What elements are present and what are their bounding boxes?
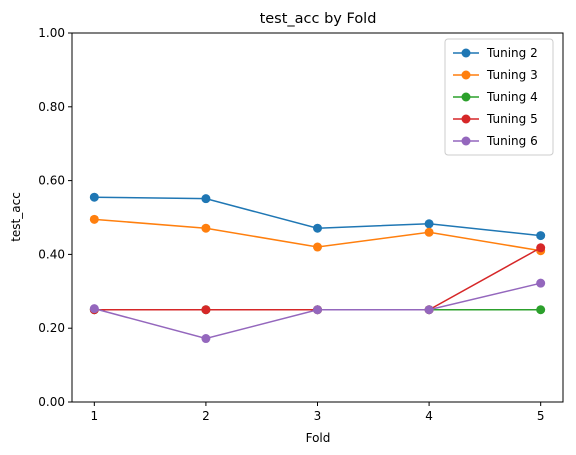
- series-tuning-6: [89, 278, 546, 344]
- legend-label: Tuning 4: [486, 90, 538, 104]
- data-point: [424, 305, 434, 315]
- series-layer: [89, 192, 546, 344]
- series-tuning-3: [89, 214, 546, 256]
- data-point: [536, 243, 546, 253]
- legend-label: Tuning 5: [486, 112, 538, 126]
- data-point: [201, 223, 211, 233]
- legend-item: Tuning 2: [453, 46, 538, 60]
- data-point: [424, 219, 434, 229]
- legend-marker: [461, 136, 471, 146]
- y-tick-label: 0.60: [38, 174, 65, 188]
- data-point: [313, 223, 322, 233]
- x-tick-label: 5: [537, 409, 545, 423]
- y-axis: 0.00 0.20 0.40 0.60 0.80 1.00: [38, 26, 72, 409]
- legend-item: Tuning 6: [453, 134, 538, 148]
- x-tick-label: 4: [425, 409, 433, 423]
- legend-marker: [461, 48, 471, 58]
- series-tuning-2: [89, 192, 546, 241]
- legend-item: Tuning 5: [453, 112, 538, 126]
- data-point: [201, 194, 211, 204]
- legend-marker: [461, 92, 471, 102]
- data-point: [536, 305, 546, 315]
- x-tick-label: 1: [90, 409, 98, 423]
- x-axis-label: Fold: [306, 431, 331, 445]
- x-tick-label: 2: [202, 409, 210, 423]
- legend-label: Tuning 6: [486, 134, 538, 148]
- y-tick-label: 1.00: [38, 26, 65, 40]
- data-point: [89, 214, 99, 224]
- legend-marker: [461, 70, 471, 80]
- data-point: [536, 278, 546, 288]
- legend-box: [444, 38, 554, 156]
- legend-item: Tuning 4: [453, 90, 538, 104]
- data-point: [313, 305, 322, 315]
- legend-label: Tuning 2: [486, 46, 538, 60]
- legend-label: Tuning 3: [486, 68, 538, 82]
- data-point: [89, 304, 99, 314]
- x-tick-label: 3: [314, 409, 322, 423]
- series-line: [94, 247, 542, 311]
- y-tick-label: 0.40: [38, 247, 65, 261]
- data-point: [201, 305, 211, 315]
- series-tuning-5: [89, 243, 546, 315]
- y-tick-label: 0.80: [38, 100, 65, 114]
- legend-item: Tuning 3: [453, 68, 538, 82]
- y-axis-label: test_acc: [9, 192, 23, 242]
- legend: Tuning 2 Tuning 3 Tuning 4 Tuning 5 Tuning 6: [444, 38, 554, 156]
- x-axis: 1 2 3 4 5: [90, 402, 545, 423]
- data-point: [313, 242, 322, 252]
- chart-title: test_acc by Fold: [260, 11, 377, 27]
- plot-frame: [71, 32, 564, 403]
- data-point: [536, 231, 546, 241]
- legend-marker: [461, 114, 471, 124]
- data-point: [89, 192, 99, 202]
- data-point: [424, 227, 434, 237]
- y-tick-label: 0.20: [38, 321, 65, 335]
- data-point: [201, 334, 211, 344]
- y-tick-label: 0.00: [38, 395, 65, 409]
